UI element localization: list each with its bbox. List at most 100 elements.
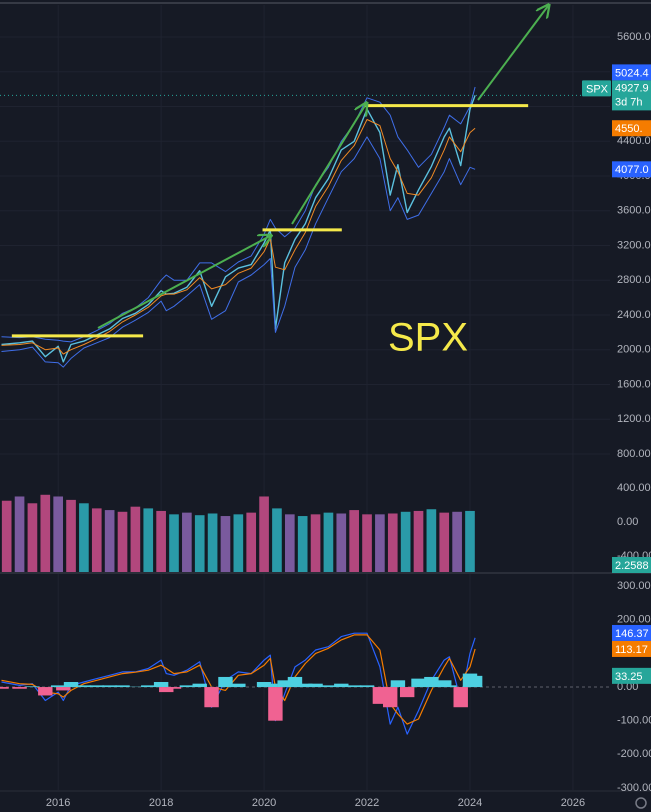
histogram-bar bbox=[467, 675, 483, 688]
histogram-bar bbox=[179, 685, 195, 688]
volume-bar bbox=[182, 512, 192, 572]
y-tick-label: 0.00 bbox=[617, 681, 638, 693]
price-badge bbox=[612, 667, 651, 684]
volume-bar bbox=[246, 512, 257, 572]
volume-bar bbox=[426, 509, 437, 572]
trend-arrow bbox=[477, 6, 548, 101]
histogram-bar bbox=[102, 685, 117, 688]
trend-arrows bbox=[97, 6, 548, 329]
x-tick-label: 2020 bbox=[252, 797, 276, 809]
volume-bar bbox=[362, 514, 372, 572]
volume-bar bbox=[130, 506, 141, 572]
histogram-bar bbox=[89, 685, 104, 688]
settings-icon[interactable] bbox=[635, 797, 647, 809]
indicator-badge-label: 2.2588 bbox=[615, 560, 649, 572]
histogram-bar bbox=[204, 687, 219, 708]
histogram-bar bbox=[115, 685, 130, 688]
volume-bar bbox=[156, 510, 166, 572]
last-price-badge bbox=[612, 80, 651, 111]
volume-bar bbox=[66, 499, 76, 572]
histogram-bar bbox=[424, 676, 439, 688]
price-badge bbox=[612, 640, 651, 657]
volume-bar bbox=[91, 508, 102, 572]
volume-bar bbox=[27, 503, 38, 572]
volume-bar bbox=[169, 514, 179, 572]
histogram-bar bbox=[399, 687, 415, 698]
volume-bar bbox=[14, 496, 25, 572]
histogram-bar bbox=[277, 680, 292, 688]
price-badge-label: 146.37 bbox=[615, 628, 649, 640]
histogram-bar bbox=[50, 685, 66, 688]
volume-bar bbox=[400, 511, 411, 572]
volume-bar bbox=[53, 496, 63, 572]
volume-bar bbox=[194, 515, 205, 572]
price-badge-label: 4077.0 bbox=[615, 164, 649, 176]
volume-bar bbox=[465, 510, 475, 572]
y-tick-label: -100.00 bbox=[617, 715, 651, 727]
histogram-bar bbox=[141, 685, 156, 688]
volume-bar bbox=[323, 512, 334, 572]
indicator-line bbox=[1, 119, 476, 355]
chart-annotation: SPX bbox=[388, 316, 468, 360]
price-badge-label: 4550. bbox=[615, 123, 643, 135]
y-tick-label: -300.00 bbox=[617, 782, 651, 794]
y-tick-label: 300.00 bbox=[617, 580, 651, 592]
y-tick-label: 2000.00 bbox=[617, 344, 651, 356]
volume-bar bbox=[349, 510, 359, 572]
histogram-bar bbox=[334, 683, 349, 688]
macd-line bbox=[1, 634, 476, 725]
histogram-bar bbox=[63, 681, 79, 688]
trend-arrow bbox=[291, 104, 366, 225]
histogram-bar bbox=[218, 676, 233, 688]
y-tick-label: 2400.00 bbox=[617, 309, 651, 321]
histogram-bar bbox=[231, 683, 246, 688]
histogram-bar bbox=[359, 685, 375, 688]
y-tick-label: 400.00 bbox=[617, 482, 651, 494]
x-tick-label: 2024 bbox=[458, 797, 482, 809]
volume-bar bbox=[143, 508, 154, 572]
x-tick-label: 2018 bbox=[149, 797, 173, 809]
histogram-bar bbox=[346, 685, 362, 688]
macd-line bbox=[1, 632, 476, 735]
histogram-bar bbox=[411, 678, 426, 688]
histogram-bar bbox=[308, 683, 323, 688]
histogram-bar bbox=[56, 687, 71, 691]
volume-bar bbox=[452, 511, 462, 572]
histogram-bar bbox=[25, 686, 40, 688]
volume-bar bbox=[336, 513, 347, 572]
histogram-bar bbox=[268, 687, 283, 721]
price-badge bbox=[612, 120, 651, 137]
histogram-bar bbox=[263, 683, 278, 688]
y-tick-label: 800.00 bbox=[617, 448, 651, 460]
symbol-label: SPX bbox=[586, 83, 609, 95]
indicator-badge bbox=[612, 557, 651, 573]
symbol-badge bbox=[582, 80, 611, 97]
histogram-bar bbox=[159, 687, 174, 693]
y-tick-label: 1600.00 bbox=[617, 378, 651, 390]
price-badge-label: 5024.4 bbox=[615, 67, 649, 79]
price-badge-label: 33.25 bbox=[615, 671, 643, 683]
x-tick-label: 2026 bbox=[561, 797, 585, 809]
y-tick-label: 200.00 bbox=[617, 614, 651, 626]
volume-bar bbox=[40, 494, 51, 572]
volume-bar bbox=[1, 500, 12, 572]
y-tick-label: 1200.00 bbox=[617, 413, 651, 425]
settings-gear[interactable] bbox=[635, 797, 647, 809]
histogram-bar bbox=[76, 685, 92, 688]
volume-bar bbox=[439, 512, 450, 572]
y-tick-label: 3200.00 bbox=[617, 239, 651, 251]
histogram-bar bbox=[192, 683, 207, 688]
volume-bar bbox=[310, 514, 321, 572]
y-tick-label: -200.00 bbox=[617, 748, 651, 760]
histogram-bar bbox=[442, 685, 457, 688]
histogram-bar bbox=[453, 687, 468, 708]
price-line bbox=[1, 95, 476, 363]
histogram-bar bbox=[287, 676, 303, 688]
volume-bar bbox=[117, 511, 128, 572]
histogram-bar bbox=[437, 680, 452, 688]
volume-bar bbox=[259, 496, 269, 572]
indicator-line bbox=[1, 136, 476, 368]
